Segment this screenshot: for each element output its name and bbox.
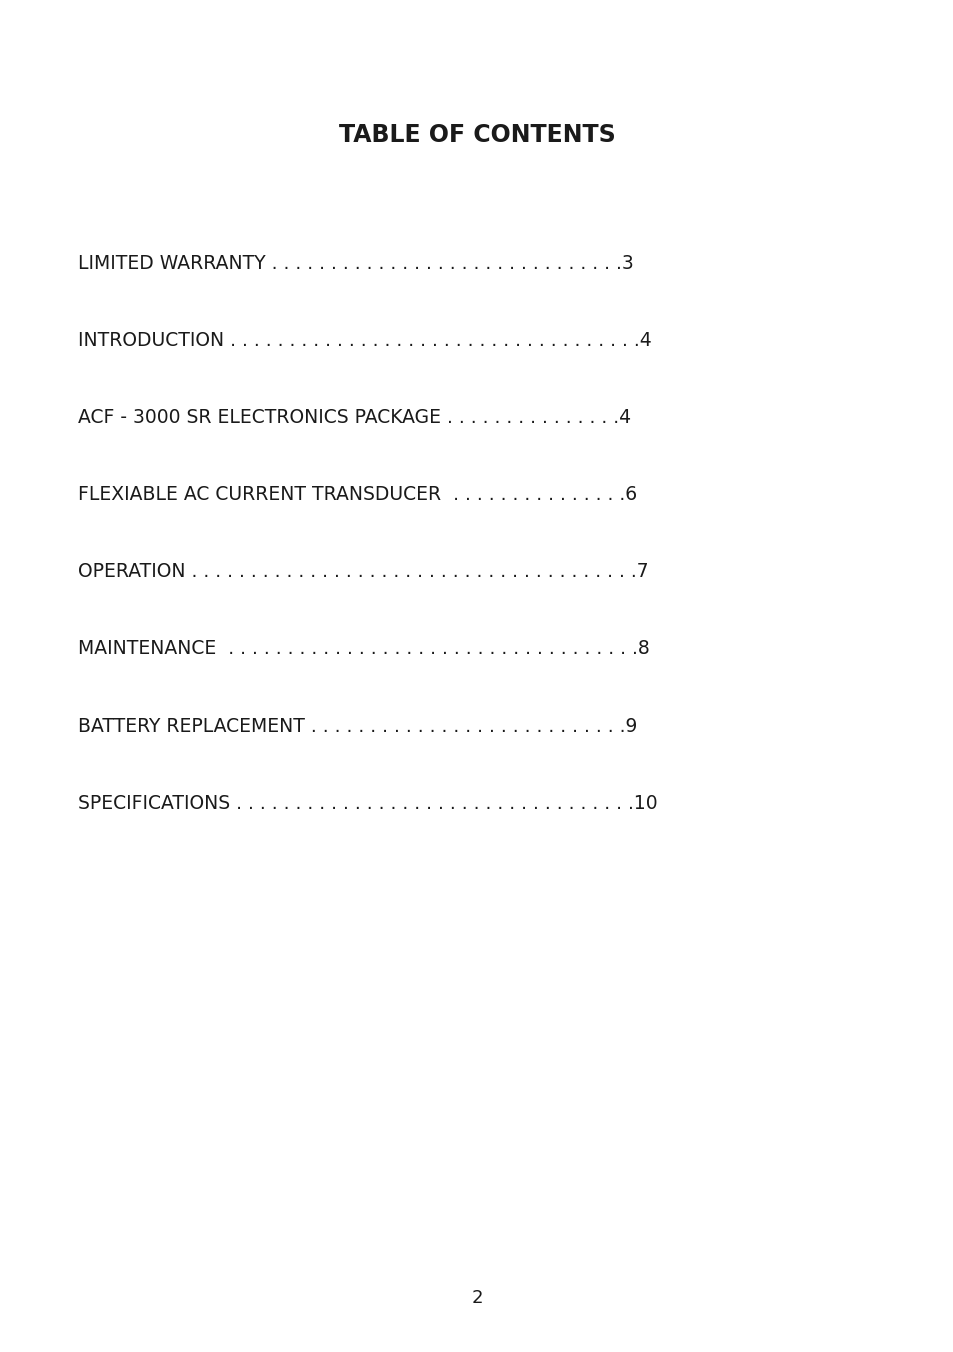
Text: 2: 2 <box>471 1288 482 1307</box>
Text: ACF - 3000 SR ELECTRONICS PACKAGE . . . . . . . . . . . . . . .4: ACF - 3000 SR ELECTRONICS PACKAGE . . . … <box>78 408 631 427</box>
Text: SPECIFICATIONS . . . . . . . . . . . . . . . . . . . . . . . . . . . . . . . . .: SPECIFICATIONS . . . . . . . . . . . . .… <box>78 794 658 813</box>
Text: OPERATION . . . . . . . . . . . . . . . . . . . . . . . . . . . . . . . . . . . : OPERATION . . . . . . . . . . . . . . . … <box>78 562 648 581</box>
Text: MAINTENANCE  . . . . . . . . . . . . . . . . . . . . . . . . . . . . . . . . . .: MAINTENANCE . . . . . . . . . . . . . . … <box>78 639 649 658</box>
Text: LIMITED WARRANTY . . . . . . . . . . . . . . . . . . . . . . . . . . . . . .3: LIMITED WARRANTY . . . . . . . . . . . .… <box>78 254 634 273</box>
Text: TABLE OF CONTENTS: TABLE OF CONTENTS <box>338 123 615 147</box>
Text: INTRODUCTION . . . . . . . . . . . . . . . . . . . . . . . . . . . . . . . . . .: INTRODUCTION . . . . . . . . . . . . . .… <box>78 331 651 350</box>
Text: BATTERY REPLACEMENT . . . . . . . . . . . . . . . . . . . . . . . . . . .9: BATTERY REPLACEMENT . . . . . . . . . . … <box>78 717 637 735</box>
Text: FLEXIABLE AC CURRENT TRANSDUCER  . . . . . . . . . . . . . . .6: FLEXIABLE AC CURRENT TRANSDUCER . . . . … <box>78 485 637 504</box>
